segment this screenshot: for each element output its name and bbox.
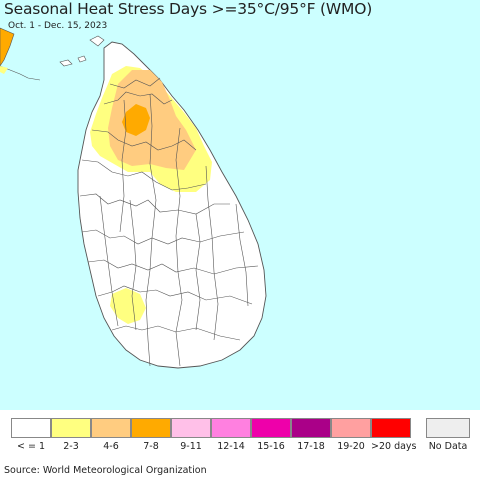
legend-label: 4-6 <box>103 441 119 452</box>
legend-item: 12-14 <box>211 418 251 452</box>
legend-label: 17-18 <box>297 441 325 452</box>
legend-swatch <box>291 418 331 438</box>
legend-label: 2-3 <box>63 441 79 452</box>
legend-swatch <box>251 418 291 438</box>
legend-item: 4-6 <box>91 418 131 452</box>
legend-swatch <box>171 418 211 438</box>
legend-swatch <box>131 418 171 438</box>
legend-item: < = 1 <box>11 418 51 452</box>
island <box>59 59 73 67</box>
legend-swatch <box>426 418 470 438</box>
legend-label: < = 1 <box>16 441 45 452</box>
zone-7-8 <box>122 104 150 136</box>
legend-swatch <box>91 418 131 438</box>
legend-no-data: No Data <box>426 418 470 452</box>
legend-swatch <box>51 418 91 438</box>
india-fill <box>0 66 8 74</box>
legend: < = 1 2-3 4-6 7-8 9-11 12-14 15-16 17-18… <box>11 418 471 458</box>
legend-item: 15-16 <box>251 418 291 452</box>
legend-label: 19-20 <box>337 441 365 452</box>
legend-swatch <box>11 418 51 438</box>
legend-label: 9-11 <box>180 441 202 452</box>
legend-item: 19-20 <box>331 418 371 452</box>
india-landmass <box>0 27 15 67</box>
district-borders <box>79 77 259 367</box>
legend-label: No Data <box>428 441 468 452</box>
legend-swatch <box>371 418 411 438</box>
legend-swatch <box>331 418 371 438</box>
island <box>77 55 87 63</box>
map-subtitle: Oct. 1 - Dec. 15, 2023 <box>8 21 108 31</box>
legend-item: >20 days <box>371 418 417 452</box>
zone-2-3-south <box>110 288 146 324</box>
legend-item: 17-18 <box>291 418 331 452</box>
legend-swatch <box>211 418 251 438</box>
legend-label: 15-16 <box>257 441 285 452</box>
legend-label: 12-14 <box>217 441 245 452</box>
source-credit: Source: World Meteorological Organizatio… <box>4 465 207 476</box>
island <box>89 35 105 47</box>
legend-item: 2-3 <box>51 418 91 452</box>
legend-label: 7-8 <box>143 441 159 452</box>
legend-label: >20 days <box>371 441 417 452</box>
legend-item: 7-8 <box>131 418 171 452</box>
legend-item: 9-11 <box>171 418 211 452</box>
map-title: Seasonal Heat Stress Days >=35°C/95°F (W… <box>4 0 373 18</box>
